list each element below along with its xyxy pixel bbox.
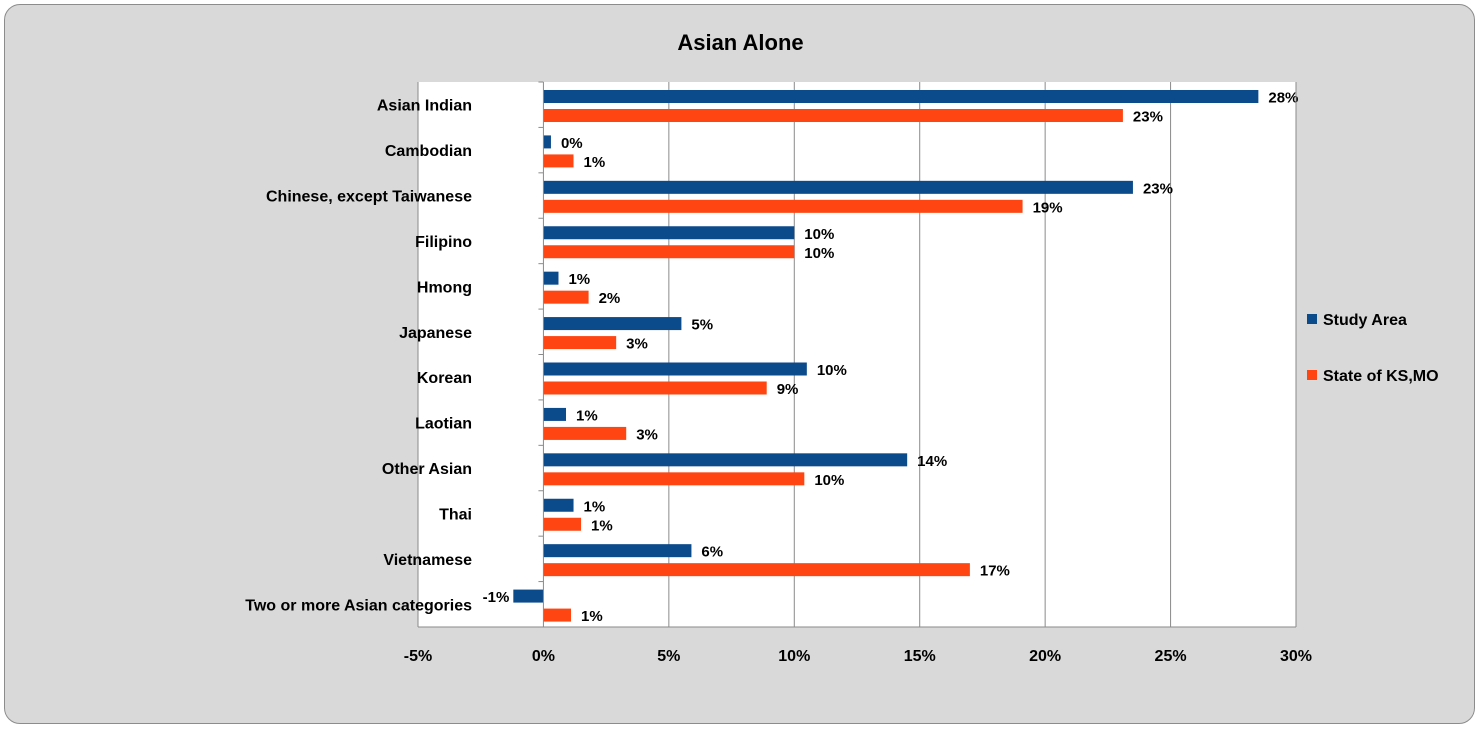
data-label: 23% [1143, 180, 1173, 197]
category-label: Filipino [415, 234, 472, 251]
category-label: Japanese [399, 325, 472, 342]
legend-label: State of KS,MO [1323, 368, 1439, 385]
data-label: 10% [804, 226, 834, 243]
data-label: 1% [584, 498, 606, 515]
bar [543, 426, 627, 440]
bars: 28%23%0%1%23%19%10%10%1%2%5%3%10%9%1%3%1… [483, 90, 1299, 626]
x-tick-label: 5% [657, 648, 680, 665]
data-label: 23% [1133, 109, 1163, 126]
bar [543, 180, 1133, 194]
data-label: 3% [626, 336, 648, 353]
data-label: 1% [568, 271, 590, 288]
category-label: Cambodian [385, 143, 472, 160]
data-label: 28% [1268, 90, 1298, 107]
x-tick-label: 20% [1029, 648, 1061, 665]
bar [543, 517, 582, 531]
data-label: 10% [817, 362, 847, 379]
data-label: 10% [804, 245, 834, 262]
legend-swatch [1307, 314, 1317, 324]
axes: -5% 0% 5% 10% 15% 20% 25% 30% Asian Indian Cambod… [245, 81, 1312, 665]
data-label: -1% [483, 589, 510, 606]
data-label: 6% [701, 544, 723, 561]
bar [543, 290, 589, 304]
plot-area [418, 82, 1296, 627]
category-label: Vietnamese [383, 552, 472, 569]
bar [543, 362, 807, 376]
data-label: 14% [917, 453, 947, 470]
category-label: Laotian [415, 416, 472, 433]
x-tick-label: 25% [1155, 648, 1187, 665]
data-label: 10% [814, 472, 844, 489]
category-label: Thai [439, 506, 472, 523]
bar [543, 245, 795, 259]
bar [543, 336, 617, 350]
bar [513, 589, 544, 603]
bar [543, 109, 1123, 122]
category-label: Asian Indian [377, 98, 472, 115]
bar [543, 226, 795, 240]
bar [543, 453, 908, 467]
bar [543, 199, 1023, 213]
data-label: 19% [1033, 199, 1063, 216]
data-label: 5% [691, 317, 713, 334]
bar [543, 544, 692, 558]
bar [543, 498, 574, 512]
x-tick-label: 0% [532, 648, 555, 665]
bar [543, 90, 1259, 103]
bar [543, 381, 767, 395]
bar [543, 135, 551, 149]
data-label: 0% [561, 135, 583, 152]
x-tick-label: 15% [904, 648, 936, 665]
category-label: Other Asian [382, 461, 472, 478]
bar [543, 317, 682, 331]
category-label: Two or more Asian categories [245, 597, 472, 614]
bar [543, 608, 572, 622]
bar [543, 271, 559, 285]
data-label: 3% [636, 426, 658, 443]
data-label: 1% [591, 517, 613, 534]
bar [543, 154, 574, 168]
legend-label: Study Area [1323, 312, 1407, 329]
data-label: 1% [581, 608, 603, 625]
x-tick-label: -5% [404, 648, 432, 665]
data-label: 17% [980, 563, 1010, 580]
data-label: 1% [584, 154, 606, 171]
data-label: 9% [777, 381, 799, 398]
category-label: Hmong [417, 279, 472, 296]
x-tick-label: 30% [1280, 648, 1312, 665]
x-tick-label: 10% [778, 648, 810, 665]
category-label: Korean [417, 370, 472, 387]
bar [543, 472, 805, 486]
data-label: 1% [576, 407, 598, 424]
legend-swatch [1307, 370, 1317, 380]
chart-title: Asian Alone [677, 30, 804, 55]
category-label: Chinese, except Taiwanese [266, 189, 472, 206]
data-label: 2% [599, 290, 621, 307]
bar [543, 563, 970, 577]
legend: Study Area State of KS,MO [1307, 312, 1439, 385]
bar [543, 407, 567, 421]
